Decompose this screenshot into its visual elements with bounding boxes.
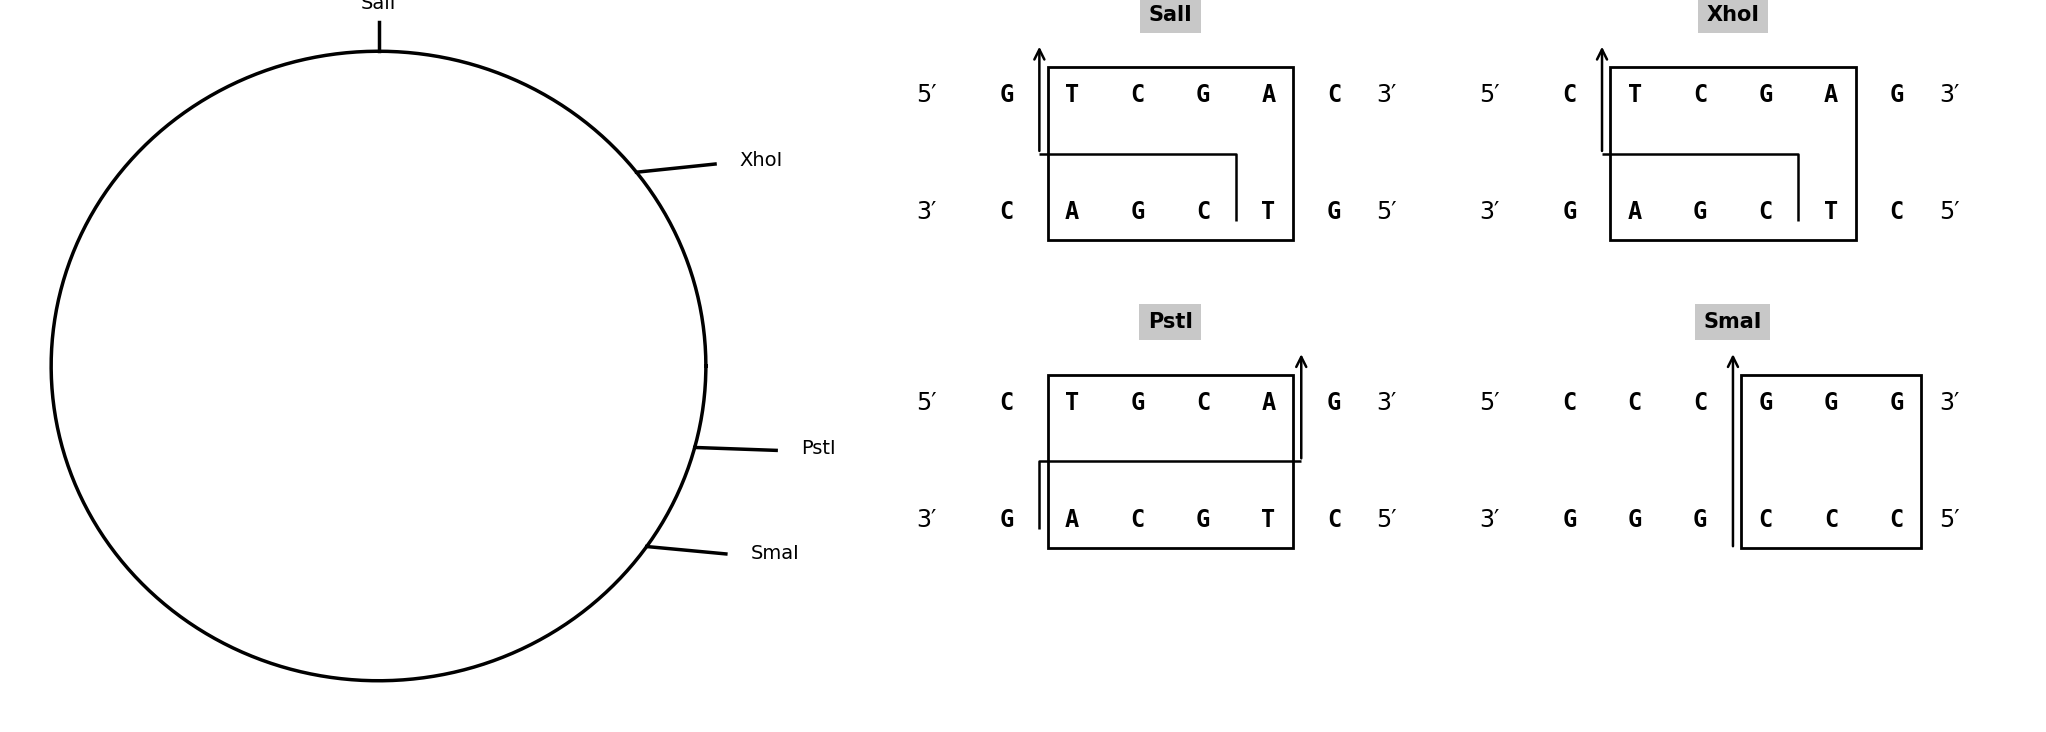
Text: G: G <box>1760 83 1772 107</box>
Text: G: G <box>1131 201 1144 224</box>
Text: SalI: SalI <box>1148 4 1193 25</box>
Text: 5′: 5′ <box>917 391 937 414</box>
Text: A: A <box>1262 83 1275 107</box>
Text: 5′: 5′ <box>1377 508 1397 531</box>
Text: C: C <box>1694 83 1706 107</box>
Text: C: C <box>1629 391 1641 414</box>
Text: 3′: 3′ <box>1479 508 1500 531</box>
Text: C: C <box>1891 201 1903 224</box>
Text: G: G <box>1131 391 1144 414</box>
Text: 3′: 3′ <box>917 201 937 224</box>
Text: C: C <box>1197 391 1209 414</box>
Text: C: C <box>1328 508 1340 531</box>
Text: 5′: 5′ <box>1940 201 1960 224</box>
Text: PstI: PstI <box>800 438 835 458</box>
Text: C: C <box>1563 83 1575 107</box>
Text: C: C <box>1760 201 1772 224</box>
Text: A: A <box>1825 83 1837 107</box>
Bar <box>1741 375 1921 548</box>
Text: C: C <box>1328 83 1340 107</box>
Text: G: G <box>1000 83 1013 107</box>
Text: C: C <box>1563 391 1575 414</box>
Text: G: G <box>1694 508 1706 531</box>
Text: G: G <box>1694 201 1706 224</box>
Text: C: C <box>1131 83 1144 107</box>
Text: 3′: 3′ <box>1377 391 1397 414</box>
Text: 3′: 3′ <box>1940 83 1960 107</box>
Text: A: A <box>1629 201 1641 224</box>
Text: 3′: 3′ <box>1479 201 1500 224</box>
Text: 3′: 3′ <box>917 508 937 531</box>
Text: C: C <box>1000 201 1013 224</box>
Text: G: G <box>1328 391 1340 414</box>
Text: 3′: 3′ <box>1940 391 1960 414</box>
Text: G: G <box>1197 83 1209 107</box>
Text: A: A <box>1066 508 1078 531</box>
Text: A: A <box>1262 391 1275 414</box>
Text: G: G <box>1197 508 1209 531</box>
Text: SmaI: SmaI <box>1704 312 1762 332</box>
Text: 3′: 3′ <box>1377 83 1397 107</box>
Text: G: G <box>1000 508 1013 531</box>
Text: T: T <box>1629 83 1641 107</box>
Text: T: T <box>1066 83 1078 107</box>
Text: C: C <box>1891 508 1903 531</box>
Text: G: G <box>1891 83 1903 107</box>
Bar <box>1048 67 1293 240</box>
Text: XhoI: XhoI <box>1706 4 1760 25</box>
Text: SmaI: SmaI <box>751 545 800 564</box>
Text: T: T <box>1262 508 1275 531</box>
Text: G: G <box>1629 508 1641 531</box>
Text: T: T <box>1262 201 1275 224</box>
Bar <box>1048 375 1293 548</box>
Text: A: A <box>1066 201 1078 224</box>
Text: C: C <box>1131 508 1144 531</box>
Text: G: G <box>1563 201 1575 224</box>
Text: T: T <box>1066 391 1078 414</box>
Text: C: C <box>1197 201 1209 224</box>
Text: T: T <box>1825 201 1837 224</box>
Text: 5′: 5′ <box>1479 391 1500 414</box>
Text: 5′: 5′ <box>1377 201 1397 224</box>
Text: 5′: 5′ <box>1940 508 1960 531</box>
Text: G: G <box>1891 391 1903 414</box>
Text: 5′: 5′ <box>917 83 937 107</box>
Text: 5′: 5′ <box>1479 83 1500 107</box>
Text: G: G <box>1760 391 1772 414</box>
Text: G: G <box>1563 508 1575 531</box>
Text: PstI: PstI <box>1148 312 1193 332</box>
Bar <box>1610 67 1856 240</box>
Text: G: G <box>1328 201 1340 224</box>
Text: SalI: SalI <box>360 0 397 13</box>
Text: C: C <box>1000 391 1013 414</box>
Text: G: G <box>1825 391 1837 414</box>
Text: C: C <box>1825 508 1837 531</box>
Text: XhoI: XhoI <box>739 151 784 170</box>
Text: C: C <box>1694 391 1706 414</box>
Text: C: C <box>1760 508 1772 531</box>
